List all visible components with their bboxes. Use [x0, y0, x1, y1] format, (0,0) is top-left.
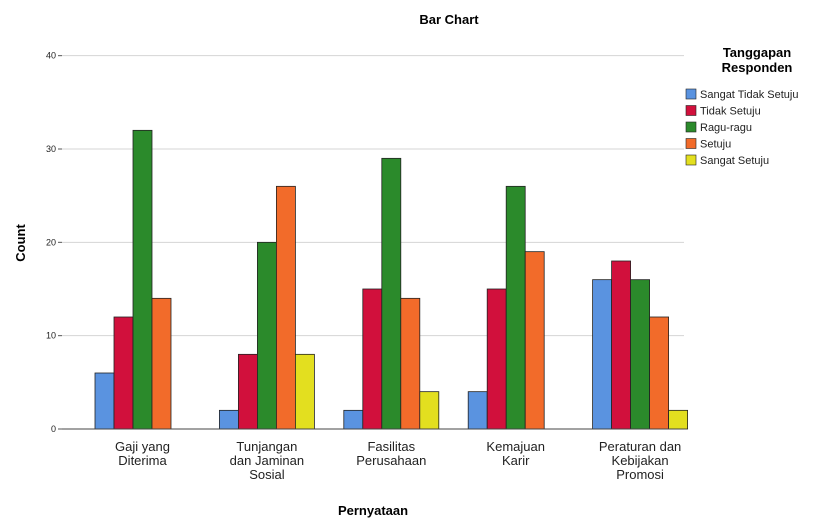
category-label: Sosial — [249, 467, 285, 482]
category-label: Kebijakan — [612, 453, 669, 468]
bar — [592, 279, 612, 430]
legend-label: Tidak Setuju — [700, 106, 761, 118]
bar — [524, 251, 545, 430]
category-label: Peraturan dan — [599, 439, 681, 454]
bar — [218, 409, 239, 430]
bar — [113, 316, 134, 430]
chart-title: Bar Chart — [419, 12, 479, 27]
bar — [381, 157, 402, 430]
bar — [630, 279, 650, 430]
bar — [94, 372, 115, 430]
legend-label: Setuju — [700, 139, 731, 151]
category-label: Diterima — [118, 453, 167, 468]
bar — [400, 297, 421, 430]
y-tick-label: 10 — [46, 331, 56, 341]
bar — [275, 185, 296, 430]
bar — [343, 409, 364, 430]
bar — [237, 353, 258, 430]
bar — [256, 241, 277, 430]
category-label: Promosi — [616, 467, 664, 482]
bars — [94, 129, 688, 430]
y-axis-title: Count — [13, 224, 28, 262]
bar — [668, 409, 688, 430]
y-tick-label: 20 — [46, 237, 56, 247]
bar — [486, 288, 507, 430]
legend-label: Sangat Setuju — [700, 155, 769, 167]
y-tick-label: 0 — [51, 424, 56, 434]
category-label: Gaji yang — [115, 439, 170, 454]
bar — [294, 353, 315, 430]
bar — [649, 316, 669, 430]
y-axis-ticks: 0 10 20 30 40 — [46, 51, 62, 434]
bar — [505, 185, 526, 430]
legend-swatch — [685, 105, 697, 116]
legend-label: Ragu-ragu — [700, 122, 752, 134]
category-label: Fasilitas — [367, 439, 415, 454]
bar — [611, 260, 631, 430]
bar — [467, 391, 488, 430]
legend-title: Responden — [722, 60, 793, 75]
legend-swatch — [685, 154, 697, 166]
y-tick-label: 30 — [46, 144, 56, 154]
legend-swatch — [685, 121, 697, 133]
bar — [362, 288, 383, 430]
category-label: Kemajuan — [486, 439, 545, 454]
bar — [151, 297, 172, 430]
legend-swatch — [685, 138, 697, 149]
y-tick-label: 40 — [46, 51, 56, 61]
x-axis-title: Pernyataan — [338, 503, 408, 518]
legend-label: Sangat Tidak Setuju — [700, 89, 798, 101]
category-label: dan Jaminan — [230, 453, 304, 468]
category-label: Karir — [502, 453, 530, 468]
category-label: Perusahaan — [356, 453, 426, 468]
legend-swatch — [685, 88, 697, 100]
legend-title: Tanggapan — [723, 45, 791, 60]
bar — [419, 391, 440, 430]
bar — [132, 129, 153, 430]
category-label: Tunjangan — [236, 439, 297, 454]
